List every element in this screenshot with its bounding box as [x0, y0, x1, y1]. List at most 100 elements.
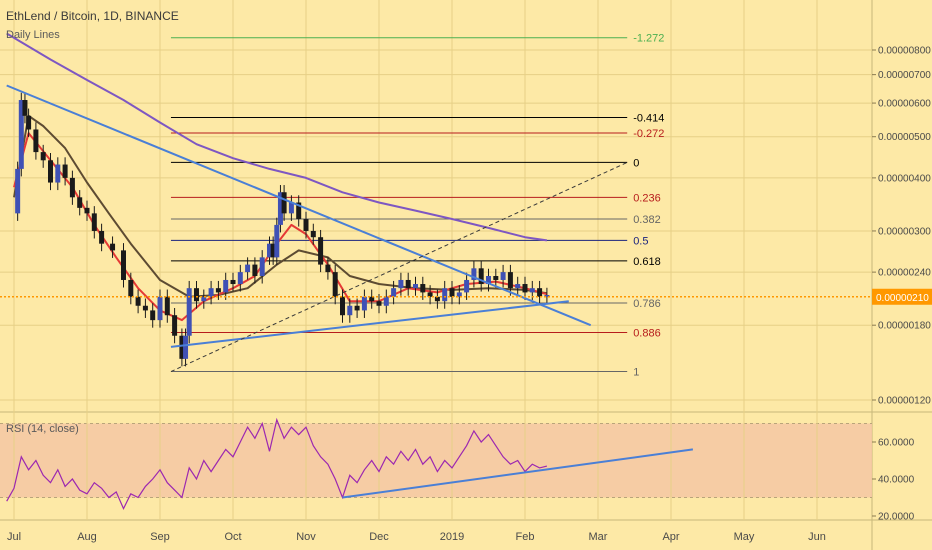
candle-body: [186, 288, 192, 336]
fib-level-label: 0: [633, 157, 639, 169]
candle-body: [245, 264, 251, 273]
time-label-sep: Sep: [150, 531, 170, 543]
candle-body: [194, 288, 199, 302]
time-label-nov: Nov: [296, 531, 316, 543]
candle-body: [223, 279, 229, 293]
time-label-jul: Jul: [7, 531, 21, 543]
candle-body: [172, 315, 178, 336]
current-price-marker: [872, 288, 932, 305]
candle-body: [340, 296, 345, 316]
price-tick-label: 0.00000600: [878, 99, 931, 110]
candle-body: [456, 292, 462, 297]
candle-body: [413, 284, 418, 289]
candle-body: [369, 296, 375, 302]
candle-body: [471, 268, 477, 280]
fib-level-label: -0.414: [633, 112, 664, 124]
candle-body: [150, 310, 156, 321]
candle-body: [405, 279, 411, 289]
candle-body: [237, 272, 243, 285]
candle-body: [267, 243, 272, 258]
candle-body: [15, 168, 21, 214]
candle-body: [259, 257, 265, 277]
price-tick-label: 0.00000400: [878, 173, 931, 184]
moving-average-line: [6, 32, 548, 242]
price-tick-label: 0.00000700: [878, 70, 931, 81]
time-label-apr: Apr: [662, 531, 679, 543]
candle-body: [99, 230, 105, 244]
candle-body: [442, 288, 448, 302]
candle-body: [135, 296, 141, 306]
moving-average-line: [13, 114, 548, 298]
candle-body: [288, 202, 294, 214]
candle-body: [277, 192, 283, 225]
candle-body: [33, 129, 39, 153]
candle-body: [420, 284, 426, 293]
candle-body: [515, 284, 521, 289]
rsi-tick-label: 20.0000: [878, 512, 915, 523]
indicator-label: Daily Lines: [6, 29, 60, 41]
trendline[interactable]: [6, 84, 592, 327]
fib-level-label: 0.382: [633, 214, 661, 226]
time-label-may: May: [734, 531, 755, 543]
fib-level-label: 0.5: [633, 235, 648, 247]
candle-body: [332, 272, 338, 297]
candle-body: [318, 237, 324, 265]
fib-level-label: 0.236: [633, 192, 661, 204]
candle-body: [376, 301, 382, 306]
time-label-aug: Aug: [77, 531, 97, 543]
candle-body: [62, 164, 68, 178]
candle-body: [201, 296, 207, 302]
candle-body: [434, 296, 440, 302]
candle-body: [383, 296, 389, 306]
price-axis-background: [872, 0, 932, 550]
candle-body: [281, 192, 287, 214]
candle-body: [500, 272, 506, 280]
fib-level-label: 0.886: [633, 328, 661, 340]
candle-body: [493, 276, 499, 280]
candle-body: [91, 213, 97, 231]
candle-body: [55, 164, 61, 183]
candle-body: [274, 224, 280, 258]
rsi-line: [6, 417, 548, 511]
time-label-mar: Mar: [589, 531, 608, 543]
candle-body: [507, 272, 513, 289]
time-label-feb: Feb: [516, 531, 535, 543]
candle-body: [544, 295, 550, 297]
fib-level-label: 0.786: [633, 298, 661, 310]
candle-body: [22, 100, 28, 116]
trendlines[interactable]: [6, 84, 628, 373]
candle-body: [310, 230, 316, 238]
price-tick-label: 0.00000800: [878, 46, 931, 57]
fib-level-label: -0.272: [633, 128, 664, 140]
candle-body: [296, 202, 302, 220]
candle-body: [110, 243, 116, 251]
time-label-oct: Oct: [224, 531, 241, 543]
trendline[interactable]: [170, 300, 569, 348]
candle-body: [183, 335, 189, 359]
rsi-trendline[interactable]: [342, 448, 694, 499]
candle-body: [486, 276, 491, 285]
current-price-label: 0.00000210: [876, 293, 929, 304]
candle-body: [478, 268, 484, 285]
price-tick-label: 0.00000500: [878, 132, 931, 143]
candle-body: [179, 335, 185, 359]
price-tick-label: 0.00000120: [878, 396, 931, 407]
fib-level-label: -1.272: [633, 33, 664, 45]
candle-body: [84, 207, 90, 214]
candle-body: [48, 160, 53, 183]
candle-body: [40, 152, 46, 161]
fib-level-label: 0.618: [633, 256, 661, 268]
candle-body: [354, 305, 360, 311]
grid-layer: [0, 0, 872, 520]
candle-body: [347, 305, 353, 316]
price-tick-label: 0.00000240: [878, 268, 931, 279]
candle-body: [215, 288, 221, 293]
candle-body: [121, 250, 126, 280]
candle-body: [325, 264, 331, 273]
candle-body: [230, 279, 236, 285]
time-label-2019: 2019: [440, 531, 464, 543]
candle-body: [69, 177, 75, 198]
candle-body: [26, 115, 32, 130]
